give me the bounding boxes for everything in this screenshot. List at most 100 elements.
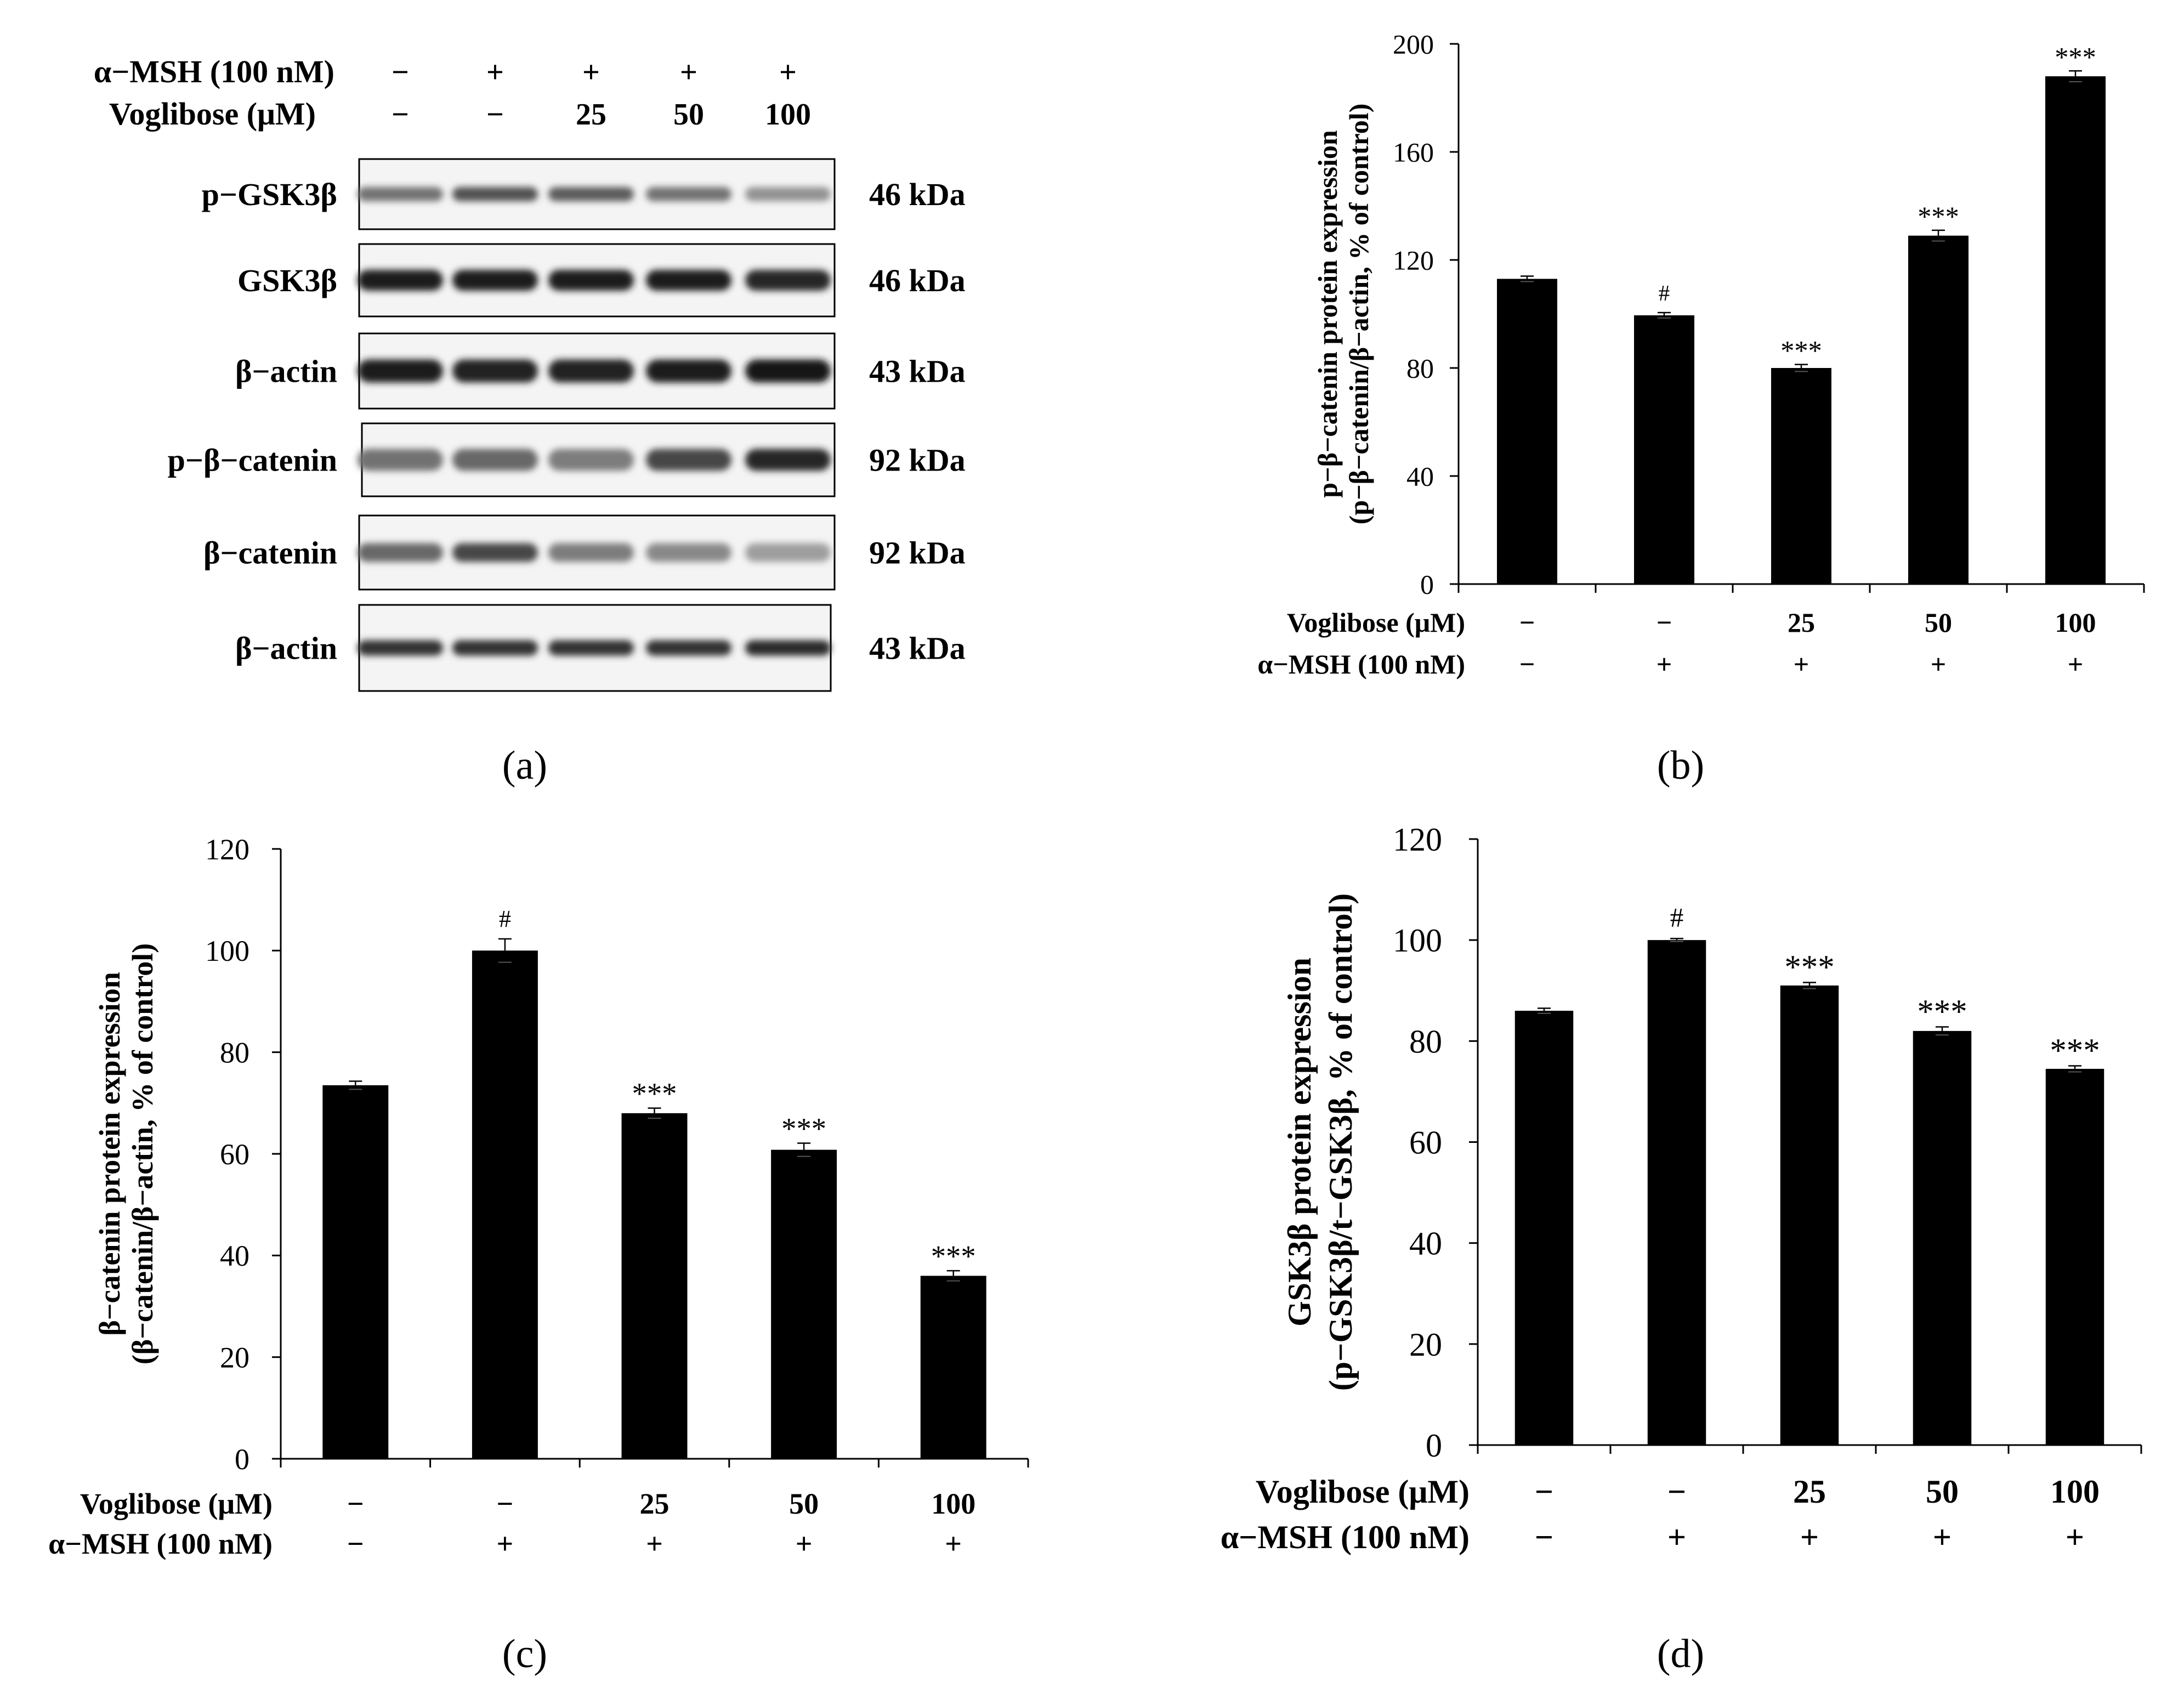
condition-row-value: + [2066, 1519, 2084, 1555]
condition-row-value: − [1667, 1474, 1686, 1510]
condition-row-label: Voglibose (μM) [1256, 1474, 1470, 1510]
blot-condition-value: + [486, 55, 504, 89]
y-tick-label: 40 [1406, 461, 1434, 492]
significance-label: *** [1780, 336, 1822, 366]
blot-band [646, 270, 731, 291]
blot-band [646, 449, 731, 471]
blot-row: β−actin 43 kDa [235, 332, 966, 410]
blot-band [745, 640, 831, 656]
blot-size-label: 43 kDa [869, 354, 966, 389]
bar [621, 1113, 688, 1459]
condition-row-value: + [1667, 1519, 1686, 1555]
condition-row-value: 50 [1926, 1474, 1959, 1510]
y-tick-label: 100 [1393, 922, 1442, 959]
condition-row-label: α−MSH (100 nM) [1257, 649, 1465, 679]
bar [1647, 940, 1706, 1445]
y-tick-label: 80 [1409, 1023, 1442, 1060]
blot-band [548, 359, 634, 383]
condition-row-value: − [1535, 1519, 1553, 1555]
blot-band [452, 640, 538, 656]
significance-label: *** [1784, 949, 1834, 986]
y-tick-label: 40 [220, 1239, 249, 1272]
y-tick-label: 120 [1393, 822, 1442, 858]
condition-row-value: 25 [640, 1487, 670, 1520]
panel-label-d: (d) [1657, 1632, 1704, 1676]
blot-band [452, 543, 538, 562]
blot-band [745, 359, 831, 383]
y-axis-title: β−catenin protein expression [93, 972, 126, 1335]
blot-band [452, 270, 538, 291]
condition-row-value: + [1794, 649, 1809, 679]
bar [2045, 76, 2106, 585]
y-tick-label: 20 [1409, 1327, 1442, 1363]
condition-row-value: + [1657, 649, 1672, 679]
blot-size-label: 92 kDa [869, 443, 966, 478]
chart-d: 0 20 40 60 80 100 120 # *** *** *** GSK3β protein e… [1221, 822, 2142, 1555]
blot-condition-label-voglibose: Voglibose (μM) [109, 96, 316, 132]
blot-row: p−β−catenin 92 kDa [168, 422, 966, 497]
blot-band [745, 270, 831, 291]
y-tick-label: 100 [205, 934, 249, 967]
blot-condition-value: 100 [765, 98, 811, 132]
significance-label: *** [931, 1239, 976, 1273]
blot-row: β−actin 43 kDa [235, 604, 966, 692]
condition-row-value: + [1800, 1519, 1819, 1555]
bar [1771, 368, 1831, 584]
blot-band [548, 270, 634, 291]
blot-condition-value: + [582, 55, 600, 89]
significance-label: *** [1918, 201, 1959, 232]
bar [472, 950, 538, 1459]
blot-band [548, 640, 634, 656]
y-axis-title: p−β−catenin protein expression [1312, 130, 1343, 498]
blot-band [548, 543, 634, 562]
y-tick-label: 40 [1409, 1226, 1442, 1262]
condition-row-value: − [1535, 1474, 1553, 1510]
blot-size-label: 46 kDa [869, 177, 966, 212]
condition-row-value: − [1519, 607, 1535, 638]
blot-row: β−catenin 92 kDa [203, 514, 966, 591]
condition-row-value: + [1931, 649, 1947, 679]
blot-band [745, 449, 831, 471]
blot-band [452, 359, 538, 383]
condition-row-value: − [497, 1487, 514, 1520]
condition-row-value: + [796, 1527, 813, 1560]
condition-row-value: 25 [1788, 607, 1815, 638]
bar [1908, 235, 1969, 584]
panel-label-a: (a) [502, 743, 547, 788]
y-tick-label: 0 [1426, 1428, 1442, 1464]
y-tick-label: 160 [1393, 137, 1434, 168]
blot-size-label: 43 kDa [869, 631, 966, 666]
blot-band [452, 449, 538, 471]
condition-row-value: − [1519, 649, 1535, 679]
y-tick-label: 60 [1409, 1125, 1442, 1161]
condition-row-value: 100 [2050, 1474, 2100, 1510]
blot-condition-value: − [392, 55, 409, 89]
y-axis-title: (β−catenin/β−actin, % of control) [126, 943, 159, 1364]
y-tick-label: 80 [1406, 353, 1434, 384]
condition-row-label: α−MSH (100 nM) [48, 1527, 273, 1560]
bar [2045, 1068, 2104, 1445]
blot-condition-value: − [486, 98, 504, 132]
condition-row-label: Voglibose (μM) [80, 1487, 273, 1520]
condition-row-value: 50 [1925, 607, 1952, 638]
condition-row-value: + [2068, 649, 2084, 679]
condition-row-value: 100 [2055, 607, 2096, 638]
condition-row-label: Voglibose (μM) [1287, 607, 1465, 638]
y-axis-title: GSK3β protein expression [1281, 958, 1318, 1327]
condition-row-value: − [1657, 607, 1672, 638]
blot-size-label: 92 kDa [869, 535, 966, 571]
y-tick-label: 120 [205, 833, 249, 866]
blot-band [358, 449, 443, 471]
blot-band [358, 270, 443, 291]
condition-row-value: + [497, 1527, 514, 1560]
blot-protein-label: GSK3β [237, 263, 337, 298]
y-tick-label: 60 [220, 1138, 249, 1171]
significance-label: *** [2055, 42, 2096, 72]
chart-b: 0 40 80 120 160 200 # *** *** *** p−β−catenin prot… [1257, 29, 2145, 679]
condition-row-value: + [945, 1527, 962, 1560]
y-tick-label: 120 [1393, 245, 1434, 276]
blot-band [358, 543, 443, 562]
panel-label-b: (b) [1657, 743, 1704, 788]
y-axis-title: (p−GSK3β/t−GSK3β, % of control) [1323, 893, 1359, 1391]
bar [1497, 279, 1557, 585]
